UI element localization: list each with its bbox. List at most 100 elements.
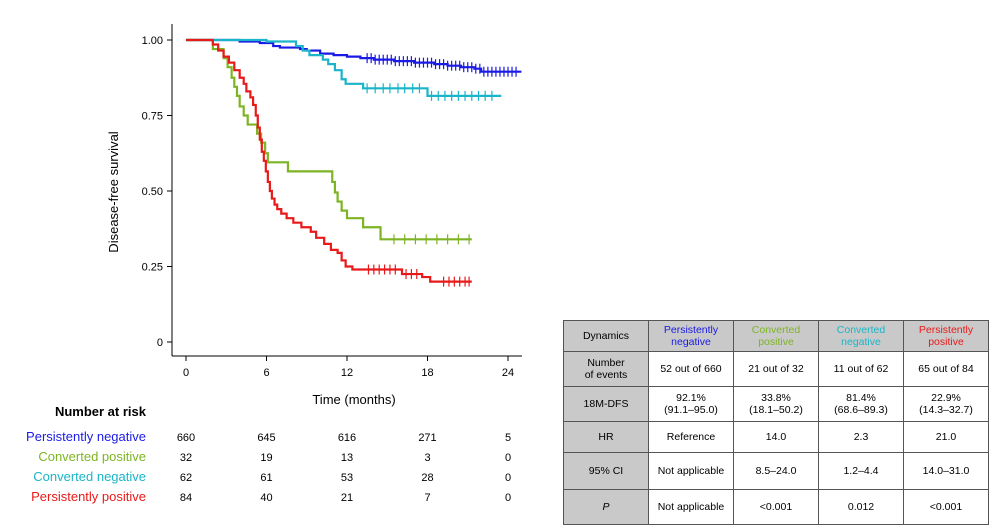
column-header-line1: Persistently (918, 323, 974, 336)
risk-value: 13 (341, 452, 353, 464)
table-header-dynamics: Dynamics (563, 320, 649, 352)
x-tick-label: 18 (421, 367, 433, 379)
cell-ci: (91.1–95.0) (664, 404, 718, 416)
cell-value: 52 out of 660 (660, 362, 722, 375)
column-header-line1: Converted (836, 323, 886, 336)
risk-value: 32 (180, 452, 192, 464)
column-header-line2: negative (671, 336, 711, 348)
table-cell: 14.0 (733, 421, 819, 453)
table-cell: <0.001 (903, 489, 989, 525)
y-tick-label: 0.50 (142, 186, 163, 198)
cell-value: Reference (666, 430, 716, 443)
series-line-persistently-negative (186, 38, 522, 73)
number-at-risk-header: Number at risk (55, 404, 147, 419)
column-header-line1: Persistently (663, 323, 719, 336)
y-axis-label: Disease-free survival (106, 131, 121, 252)
table-cell: Reference (648, 421, 734, 453)
risk-value: 21 (341, 492, 353, 504)
cell-value: 0.012 (847, 500, 875, 513)
number-at-risk-table: Persistently negative 660 645 616 271 5 Conver… (26, 429, 511, 504)
cell-ci: (68.6–89.3) (834, 404, 888, 416)
table-cell: 22.9% (14.3–32.7) (903, 386, 989, 422)
table-header-row: Dynamics Persistently negative Converted pos… (563, 320, 989, 352)
table-cell: 1.2–4.4 (818, 452, 904, 490)
table-row: 18M-DFS 92.1% (91.1–95.0) 33.8% (18.1–50.2) 8… (563, 386, 989, 422)
table-column-header: Persistently negative (648, 320, 734, 352)
x-tick-label: 12 (341, 367, 353, 379)
table-cell: 33.8% (18.1–50.2) (733, 386, 819, 422)
risk-value: 62 (180, 472, 192, 484)
cell-value: 92.1% (676, 391, 706, 404)
survival-curves (186, 38, 522, 287)
row-label-line1: 18M-DFS (583, 397, 629, 410)
cell-value: Not applicable (657, 464, 725, 477)
y-tick-label: 1.00 (142, 35, 163, 47)
cell-value: 22.9% (931, 391, 961, 404)
table-column-header: Persistently positive (903, 320, 989, 352)
cell-value: 81.4% (846, 391, 876, 404)
row-label-line1: 95% CI (588, 464, 624, 477)
risk-value: 271 (418, 432, 436, 444)
table-column-header: Converted positive (733, 320, 819, 352)
cell-ci: (18.1–50.2) (749, 404, 803, 416)
table-cell: Not applicable (648, 489, 734, 525)
risk-label-converted-negative: Converted negative (33, 469, 146, 484)
risk-value: 40 (260, 492, 272, 504)
cell-value: 11 out of 62 (833, 362, 889, 375)
risk-value: 0 (505, 492, 511, 504)
table-row-label: 95% CI (563, 452, 649, 490)
chart-axes: 0 0.25 0.50 0.75 1.00 0 6 12 18 24 (142, 24, 522, 379)
risk-label-converted-positive: Converted positive (38, 449, 146, 464)
cell-value: Not applicable (657, 500, 725, 513)
table-row-label: P (563, 489, 649, 525)
cell-value: <0.001 (759, 500, 793, 513)
row-label-line1: P (602, 500, 610, 513)
y-tick-label: 0 (157, 337, 163, 349)
table-cell: 14.0–31.0 (903, 452, 989, 490)
risk-label-persistently-negative: Persistently negative (26, 429, 146, 444)
table-cell: 52 out of 660 (648, 351, 734, 387)
row-label-line1: Number (587, 356, 625, 369)
risk-value: 660 (177, 432, 195, 444)
table-cell: 2.3 (818, 421, 904, 453)
risk-value: 616 (338, 432, 356, 444)
risk-value: 645 (257, 432, 275, 444)
table-cell: 8.5–24.0 (733, 452, 819, 490)
x-tick-label: 24 (502, 367, 514, 379)
cell-value: 21 out of 32 (748, 362, 804, 375)
table-column-header: Converted negative (818, 320, 904, 352)
table-cell: 0.012 (818, 489, 904, 525)
cell-ci: (14.3–32.7) (919, 404, 973, 416)
cell-value: 33.8% (761, 391, 791, 404)
risk-value: 84 (180, 492, 192, 504)
cell-value: 14.0–31.0 (922, 464, 970, 477)
column-header-line2: negative (841, 336, 881, 348)
risk-value: 5 (505, 432, 511, 444)
series-line-persistently-positive (186, 38, 472, 283)
table-cell: <0.001 (733, 489, 819, 525)
table-row: Number of events 52 out of 660 21 out of 32… (563, 351, 989, 387)
table-cell: 21 out of 32 (733, 351, 819, 387)
table-cell: 11 out of 62 (818, 351, 904, 387)
risk-value: 0 (505, 472, 511, 484)
cell-value: 8.5–24.0 (755, 464, 797, 477)
summary-table: Dynamics Persistently negative Converted pos… (563, 320, 989, 525)
column-header-line2: positive (928, 336, 964, 348)
row-label-line2: of events (584, 369, 628, 381)
table-cell: 81.4% (68.6–89.3) (818, 386, 904, 422)
x-tick-label: 6 (263, 367, 269, 379)
column-header-line2: positive (758, 336, 794, 348)
risk-label-persistently-positive: Persistently positive (31, 489, 146, 504)
table-cell: 65 out of 84 (903, 351, 989, 387)
x-tick-label: 0 (183, 367, 189, 379)
cell-value: 65 out of 84 (918, 362, 974, 375)
x-axis-label: Time (months) (312, 392, 395, 407)
risk-value: 28 (421, 472, 433, 484)
series-line-converted-negative (186, 38, 502, 97)
table-row: 95% CI Not applicable 8.5–24.0 1.2–4.4 14.0–… (563, 452, 989, 490)
series-line-converted-positive (186, 38, 472, 241)
risk-value: 53 (341, 472, 353, 484)
risk-value: 19 (260, 452, 272, 464)
column-header-line1: Converted (751, 323, 801, 336)
